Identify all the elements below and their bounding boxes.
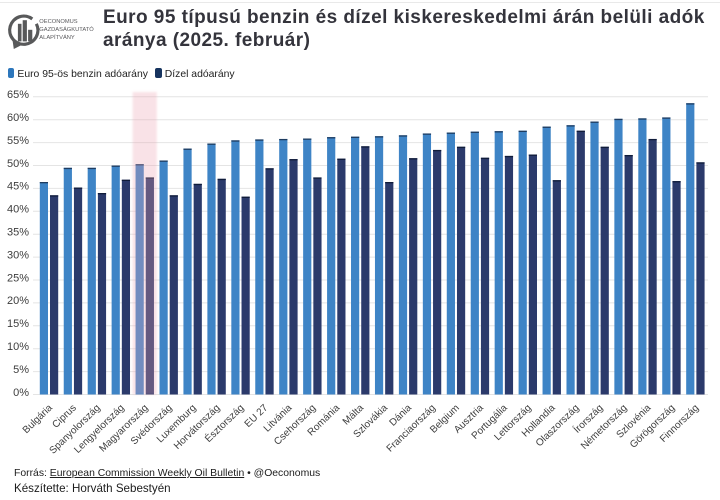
svg-text:35%: 35%	[7, 227, 29, 239]
svg-text:45%: 45%	[7, 181, 29, 193]
svg-text:60%: 60%	[7, 112, 29, 124]
svg-text:65%: 65%	[7, 89, 29, 101]
svg-text:20%: 20%	[7, 295, 29, 307]
svg-text:Bulgária: Bulgária	[21, 402, 55, 436]
svg-text:0%: 0%	[13, 387, 29, 399]
svg-text:10%: 10%	[7, 341, 29, 353]
svg-text:40%: 40%	[7, 204, 29, 216]
svg-text:5%: 5%	[13, 364, 29, 376]
svg-text:30%: 30%	[7, 249, 29, 261]
svg-text:25%: 25%	[7, 272, 29, 284]
svg-text:55%: 55%	[7, 135, 29, 147]
svg-text:15%: 15%	[7, 318, 29, 330]
svg-text:50%: 50%	[7, 158, 29, 170]
